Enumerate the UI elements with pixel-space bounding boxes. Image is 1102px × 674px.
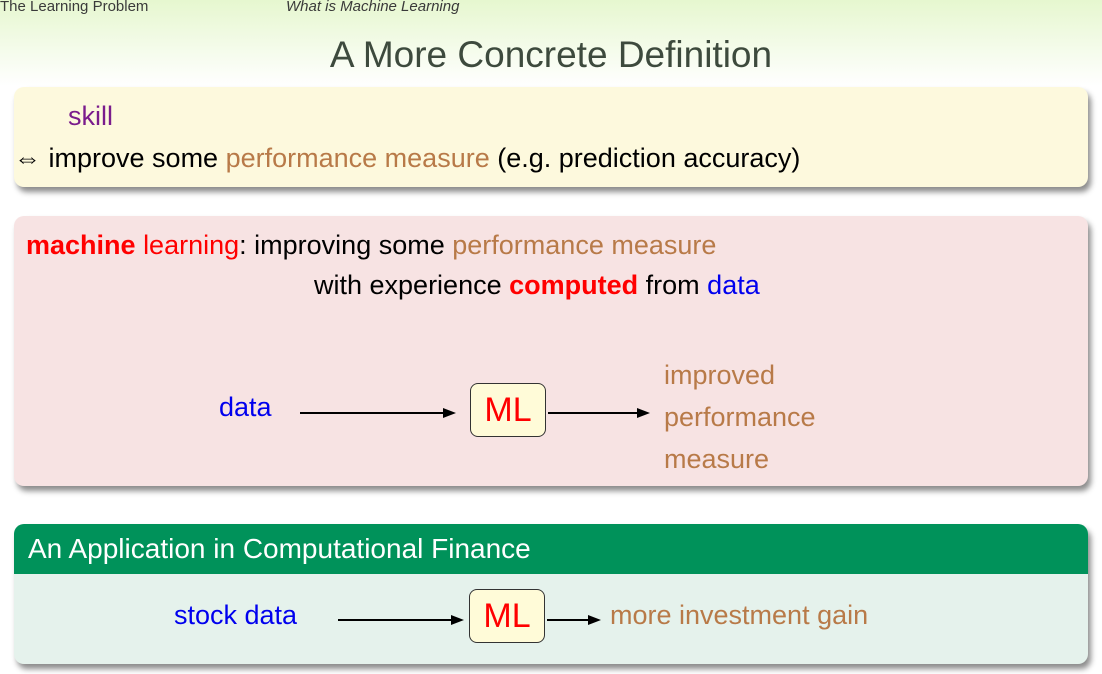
flow-input-stock-data: stock data — [174, 600, 298, 630]
flow-output-gain: more investment gain — [610, 600, 869, 630]
output-line-2: performance — [664, 402, 816, 432]
ml-definition-line1: machine learning: improving some perform… — [26, 230, 716, 261]
def-pre: improving some — [254, 230, 445, 260]
machine-term: machine — [26, 230, 136, 260]
skill-line-pre: improve some — [48, 143, 219, 173]
ml-node-finance: ML — [469, 589, 545, 643]
slide-navigation: The Learning Problem What is Machine Lea… — [0, 0, 1102, 18]
arrow-ml-to-gain — [547, 615, 601, 625]
ml-node: ML — [470, 383, 546, 437]
nav-section[interactable]: The Learning Problem — [0, 0, 149, 15]
application-header: An Application in Computational Finance — [14, 524, 1088, 574]
learning-term: learning — [143, 230, 240, 260]
output-line-3: measure — [664, 444, 770, 474]
arrow-data-to-ml — [300, 408, 456, 418]
arrow-ml-to-output — [548, 408, 650, 418]
ml-definition-box: machine learning: improving some perform… — [14, 216, 1088, 486]
def-performance-measure: performance measure — [452, 230, 717, 260]
skill-definition-line: ⇔ improve some performance measure (e.g.… — [14, 143, 800, 174]
flow-output: improved performance measure — [664, 354, 816, 480]
skill-line-post: (e.g. prediction accuracy) — [497, 143, 801, 173]
slide-title: A More Concrete Definition — [329, 34, 773, 75]
skill-definition-box: skill ⇔ improve some performance measure… — [14, 87, 1088, 187]
nav-subsection[interactable]: What is Machine Learning — [286, 0, 460, 15]
application-box: An Application in Computational Finance … — [14, 524, 1088, 664]
equivalence-symbol: ⇔ — [14, 143, 41, 173]
output-line-1: improved — [664, 360, 776, 390]
arrow-stock-to-ml — [338, 615, 464, 625]
performance-measure-text: performance measure — [225, 143, 490, 173]
computed-term: computed — [509, 270, 639, 300]
ml-definition-line2: with experience computed from data — [314, 270, 760, 301]
flow-input-data: data — [219, 392, 272, 422]
line2-pre: with experience — [314, 270, 502, 300]
colon: : — [239, 230, 247, 260]
skill-word: skill — [68, 101, 113, 131]
line2-mid: from — [645, 270, 700, 300]
data-term: data — [707, 270, 760, 300]
